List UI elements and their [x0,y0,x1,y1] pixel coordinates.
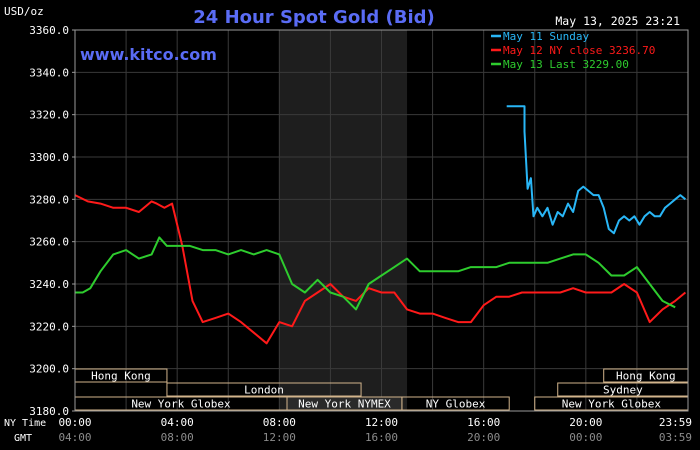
y-tick-label: 3340.0 [29,66,69,79]
x-tick-label-gmt: 00:00 [569,431,602,444]
legend-label-1: May 12 NY close 3236.70 [503,44,655,57]
x-tick-label-gmt: 20:00 [467,431,500,444]
x-row-label-gmt: GMT [14,433,32,444]
y-tick-label: 3360.0 [29,24,69,37]
series-line-0 [506,105,687,235]
grid-layer [75,30,688,411]
session-label: New York Globex [562,398,662,411]
x-tick-label-gmt: 04:00 [58,431,91,444]
session-label: London [244,384,284,397]
y-tick-label: 3280.0 [29,193,69,206]
y-tick-label: 3260.0 [29,236,69,249]
y-tick-label: 3200.0 [29,363,69,376]
legend-label-0: May 11 Sunday [503,30,589,43]
site-watermark: www.kitco.com [80,45,217,64]
y-tick-label: 3180.0 [29,405,69,418]
session-box [166,382,362,397]
session-label: Hong Kong [91,370,151,383]
x-tick-label-gmt: 12:00 [263,431,296,444]
session-label: NY Globex [426,398,486,411]
plot-border [74,29,689,412]
series-line-2 [75,236,676,311]
series-lines [74,105,687,345]
x-tick-label-ny: 04:00 [161,416,194,429]
session-boxes: Hong Kong London New York Globex New York N… [74,368,689,411]
axes: 3180.0 3200.0 3220.0 3240.0 3260.0 3280.0 3300… [4,24,692,444]
y-tick-label: 3220.0 [29,320,69,333]
y-tick-label: 3300.0 [29,151,69,164]
x-tick-label-ny: 20:00 [569,416,602,429]
session-label: Hong Kong [616,370,676,383]
session-box [401,396,510,411]
x-tick-label-gmt: 16:00 [365,431,398,444]
y-tick-label: 3320.0 [29,109,69,122]
y-unit-label: USD/oz [4,5,44,18]
y-tick-label: 3240.0 [29,278,69,291]
x-tick-label-ny: 00:00 [58,416,91,429]
x-tick-label-ny: 12:00 [365,416,398,429]
x-tick-label-ny: 23:59 [659,416,692,429]
x-tick-label-ny: 16:00 [467,416,500,429]
timestamp-label: May 13, 2025 23:21 [555,14,680,28]
session-label: New York Globex [131,398,231,411]
x-row-label-ny: NY Time [4,418,46,429]
series-line-1 [74,194,687,345]
nymex-shaded-region [279,30,408,411]
x-tick-label-ny: 08:00 [263,416,296,429]
x-tick-label-gmt: 08:00 [161,431,194,444]
x-tick-label-gmt: 03:59 [659,431,692,444]
session-label: New York NYMEX [298,398,391,411]
legend-label-2: May 13 Last 3229.00 [503,58,629,71]
chart-title: 24 Hour Spot Gold (Bid) [193,7,434,28]
session-label: Sydney [603,384,643,397]
